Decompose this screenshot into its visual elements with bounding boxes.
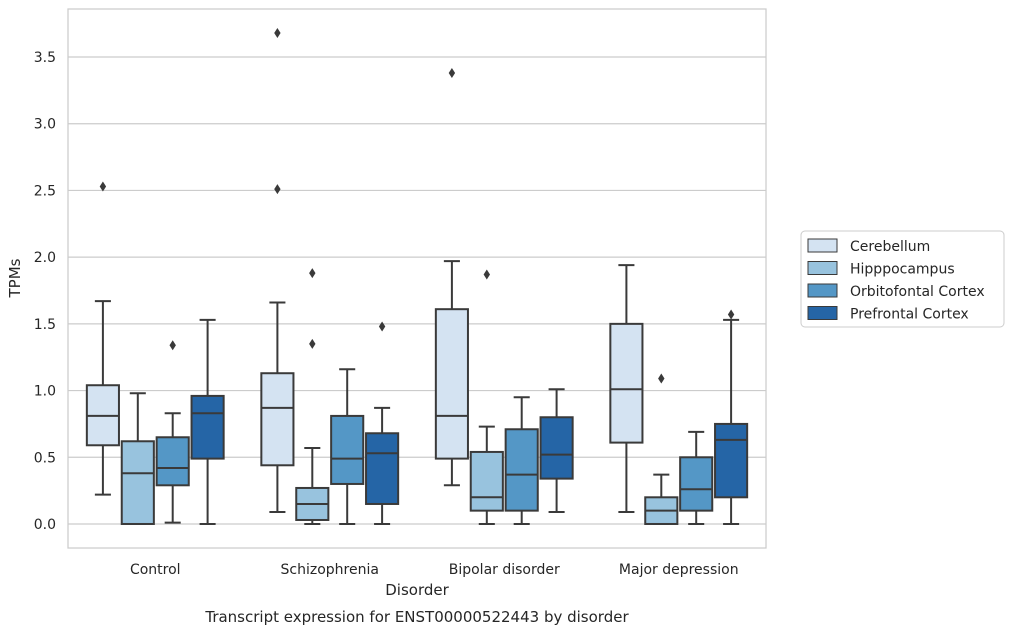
box-prefrontal-cortex-bipolar-disorder (539, 388, 574, 513)
legend-label: Cerebellum (850, 239, 930, 255)
iqr-box (365, 432, 400, 505)
x-tick-labels: Control Schizophrenia Bipolar disorder Majo… (130, 562, 739, 578)
iqr-box (330, 414, 365, 485)
y-tick-label: 3.5 (34, 50, 56, 66)
x-tick-label: Schizophrenia (281, 562, 379, 578)
y-tick-label: 3.0 (34, 117, 56, 133)
iqr-box (539, 416, 574, 480)
y-tick-label: 1.0 (34, 384, 56, 400)
outlier-point (274, 28, 281, 39)
iqr-box (120, 440, 155, 525)
iqr-box (679, 456, 714, 512)
iqr-box (469, 450, 504, 512)
x-axis-label: Disorder (385, 581, 449, 599)
box-hipppocampus-major-depression (644, 373, 679, 525)
box-hipppocampus-control (120, 392, 155, 525)
legend-label: Orbitofontal Cortex (850, 284, 985, 300)
box-orbitofontal-cortex-major-depression (679, 430, 714, 525)
legend-swatch (807, 261, 838, 275)
x-tick-label: Major depression (619, 562, 739, 578)
outlier-point (274, 184, 281, 195)
box-cerebellum-schizophrenia (260, 28, 295, 513)
box-prefrontal-cortex-control (190, 318, 225, 525)
x-tick-label: Control (130, 562, 181, 578)
legend-frame (800, 230, 1005, 328)
box-hipppocampus-bipolar-disorder (469, 269, 504, 525)
box-orbitofontal-cortex-schizophrenia (330, 368, 365, 525)
iqr-box (155, 436, 190, 487)
box-orbitofontal-cortex-control (155, 340, 190, 524)
box-cerebellum-control (85, 181, 120, 496)
y-tick-label: 1.5 (34, 317, 56, 333)
outlier-point (99, 181, 107, 192)
x-tick-label: Bipolar disorder (449, 562, 560, 578)
iqr-box (434, 308, 469, 460)
legend-label: Prefrontal Cortex (850, 307, 969, 323)
y-axis-label: TPMs (6, 258, 24, 298)
outlier-point (378, 321, 386, 332)
outlier-point (309, 268, 316, 279)
iqr-box (190, 394, 225, 460)
y-tick-labels: 0.0 0.5 1.0 1.5 2.0 2.5 3.0 3.5 (34, 50, 56, 533)
y-tick-label: 0.0 (34, 517, 56, 533)
outlier-point (169, 340, 176, 351)
box-cerebellum-bipolar-disorder (434, 68, 469, 487)
box-cerebellum-major-depression (609, 264, 644, 513)
legend-swatch (807, 306, 838, 320)
iqr-box (260, 372, 295, 467)
outlier-point (658, 373, 665, 384)
y-tick-label: 2.5 (34, 183, 56, 199)
outlier-point (483, 269, 490, 280)
iqr-box (714, 422, 749, 499)
y-tick-label: 2.0 (34, 250, 56, 266)
legend: Cerebellum Hipppocampus Orbitofontal Corte… (800, 230, 1005, 328)
box-orbitofontal-cortex-bipolar-disorder (504, 396, 539, 525)
outlier-point (448, 68, 456, 79)
iqr-box (504, 428, 539, 512)
box-prefrontal-cortex-major-depression (714, 309, 749, 525)
y-tick-label: 0.5 (34, 450, 56, 466)
iqr-box (609, 322, 644, 444)
legend-swatch (807, 283, 838, 298)
outlier-point (727, 309, 735, 320)
plot-marks (85, 28, 749, 525)
legend-label: Hipppocampus (850, 262, 955, 278)
chart-caption: Transcript expression for ENST0000052244… (204, 608, 629, 626)
outlier-point (309, 338, 316, 349)
box-hipppocampus-schizophrenia (295, 268, 330, 525)
legend-swatch (807, 238, 838, 253)
plot-frame (67, 8, 767, 549)
box-prefrontal-cortex-schizophrenia (365, 321, 400, 525)
